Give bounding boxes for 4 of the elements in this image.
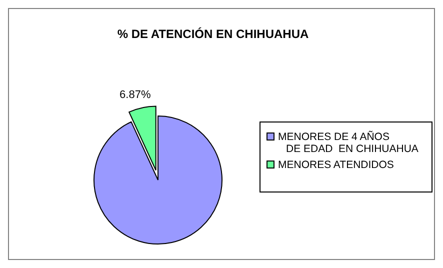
data-label: 6.87% — [120, 89, 151, 102]
legend-label: MENORES DE 4 AÑOS DE EDAD EN CHIHUAHUA — [278, 130, 418, 155]
chart-title: % DE ATENCIÓN EN CHIHUAHUA — [117, 27, 309, 41]
legend-label: MENORES ATENDIDOS — [278, 159, 394, 171]
